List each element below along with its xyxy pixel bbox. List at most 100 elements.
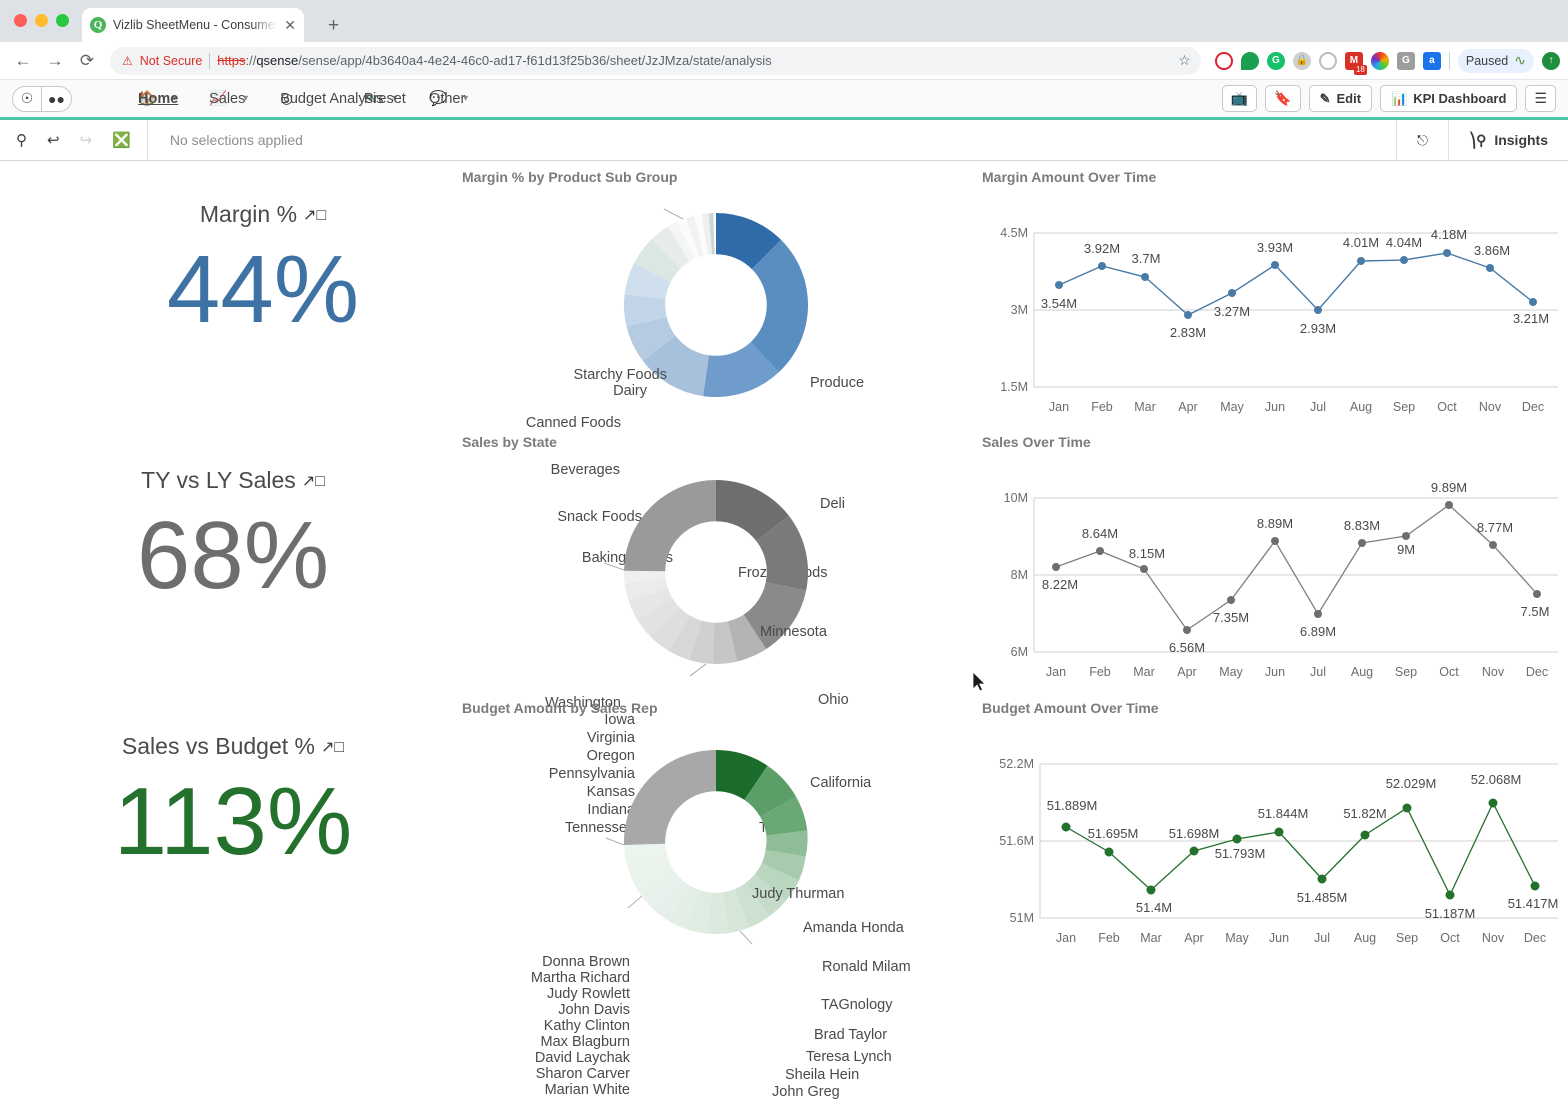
donut-slice-brad-taylor[interactable] xyxy=(761,850,806,881)
lock-icon[interactable]: 🔒 xyxy=(1292,51,1311,70)
menu-item-home[interactable]: 🏠 Home xyxy=(128,90,178,108)
donut-label-washington[interactable]: Washington xyxy=(544,695,621,711)
upload-icon[interactable]: ↑ xyxy=(1542,51,1560,70)
edit-button[interactable]: ✎ Edit xyxy=(1308,85,1373,112)
donut-slice-frozen-foods[interactable] xyxy=(703,342,779,398)
donut-slice-texas[interactable] xyxy=(727,614,767,662)
google-icon[interactable]: G xyxy=(1396,51,1415,70)
donut-label-virginia[interactable]: Virginia xyxy=(586,730,635,746)
selection-search-icon[interactable]: ⚲ xyxy=(16,132,27,149)
donut-slice-california[interactable] xyxy=(743,582,807,650)
line-chart-sales-over-time[interactable]: 10M 8M 6M Jan Feb Mar Apr May Jun Jul Au… xyxy=(982,450,1558,690)
menu-item-other[interactable]: 💬 Other xyxy=(419,90,465,108)
donut-slice-judy-rowlett[interactable] xyxy=(632,862,675,895)
donut-slice-other-6[interactable] xyxy=(708,213,715,255)
chart-margin-amount-over-time[interactable]: Margin Amount Over Time 4.5M 3M 1.5M Jan… xyxy=(982,169,1558,427)
donut-slice-dairy[interactable] xyxy=(633,239,681,283)
back-icon[interactable]: ← xyxy=(14,50,32,70)
donut-label-dairy[interactable]: Dairy xyxy=(613,383,647,399)
donut-slice-martha-richard[interactable] xyxy=(626,853,670,880)
donut-label-marian-white[interactable]: Marian White xyxy=(544,1082,630,1098)
donut-slice-washington[interactable] xyxy=(623,570,666,584)
colorwheel-icon[interactable] xyxy=(1370,51,1389,70)
reload-icon[interactable]: ⟳ xyxy=(79,50,95,70)
step-back-icon[interactable]: ↩ xyxy=(47,132,60,149)
donut-slice-produce[interactable] xyxy=(716,212,782,270)
donut-slice-sharon-carver[interactable] xyxy=(707,892,729,934)
donut-slice-virginia[interactable] xyxy=(628,588,673,620)
donut-slice-david-laychak[interactable] xyxy=(686,890,712,934)
donut-label-judy-rowlett[interactable]: Judy Rowlett xyxy=(546,986,630,1002)
chevron-down-icon[interactable]: ▾ xyxy=(243,93,249,104)
close-window-button[interactable] xyxy=(14,14,27,27)
donut-label-canned-foods[interactable]: Canned Foods xyxy=(525,415,621,431)
apps-icon[interactable]: ●● xyxy=(42,85,72,112)
leaf-icon[interactable] xyxy=(1240,51,1259,70)
forward-icon[interactable]: → xyxy=(46,50,64,70)
donut-slice-teresa-lynch[interactable] xyxy=(754,863,799,901)
donut-label-ohio[interactable]: Ohio xyxy=(818,692,849,708)
abbyy-icon[interactable]: a xyxy=(1422,51,1441,70)
minimize-window-button[interactable] xyxy=(35,14,48,27)
maximize-window-button[interactable] xyxy=(56,14,69,27)
clear-selections-icon[interactable]: ❎ xyxy=(112,132,131,149)
bookmark-icon[interactable]: 🔖 xyxy=(1265,85,1301,112)
donut-label-ronald-milam[interactable]: Ronald Milam xyxy=(822,959,911,975)
donut-slice-other-3[interactable] xyxy=(686,215,704,257)
donut-slice-ohio[interactable] xyxy=(756,515,809,591)
compass-icon[interactable]: ☉ xyxy=(12,85,42,112)
line-chart-budget-amount[interactable]: 52.2M 51.6M 51M Jan Feb Mar Apr May Jun … xyxy=(982,716,1558,956)
donut-slice-indiana[interactable] xyxy=(689,620,715,664)
donut-label-kathy-clinton[interactable]: Kathy Clinton xyxy=(543,1018,630,1034)
present-icon[interactable]: 📺 xyxy=(1221,85,1258,112)
donut-slice-tennessee[interactable] xyxy=(712,621,738,664)
gmail-extension[interactable]: M 18 xyxy=(1344,51,1367,75)
url-text[interactable]: https://qsense/sense/app/4b3640a4-4e24-4… xyxy=(217,53,1171,68)
donut-label-oregon[interactable]: Oregon xyxy=(586,748,635,764)
donut-slice-baking-goods[interactable] xyxy=(642,335,709,397)
chart-sales-by-state[interactable]: Sales by State Minnesota Ohio xyxy=(462,434,972,836)
donut-slice-beverages[interactable] xyxy=(623,294,667,327)
donut-slice-snack-foods[interactable] xyxy=(626,316,676,361)
donut-slice-minnesota[interactable] xyxy=(716,479,789,541)
donut-label-iowa[interactable]: Iowa xyxy=(604,712,635,728)
donut-label-produce[interactable]: Produce xyxy=(810,375,865,391)
donut-label-deli[interactable]: Deli xyxy=(820,496,845,512)
bookmark-star-icon[interactable]: ☆ xyxy=(1178,52,1191,68)
donut-slice-deli[interactable] xyxy=(750,239,809,373)
donut-chart-sales-by-state[interactable] xyxy=(462,450,972,682)
donut-slice-max-blagburn[interactable] xyxy=(668,885,700,930)
opera-icon[interactable] xyxy=(1214,51,1233,70)
donut-slice-canned-foods[interactable] xyxy=(624,263,671,300)
donut-slice-others[interactable] xyxy=(623,750,716,845)
paused-status[interactable]: Paused ∿ xyxy=(1457,48,1534,73)
donut-label-starchy-foods[interactable]: Starchy Foods xyxy=(573,367,668,383)
selection-mode-icon[interactable]: ⎋ xyxy=(1395,120,1448,160)
donut-slice-marian-white[interactable] xyxy=(723,889,750,934)
kpi-dashboard-button[interactable]: 📊 KPI Dashboard xyxy=(1380,85,1518,112)
browser-tab[interactable]: Q Vizlib SheetMenu - Consumer S ✕ xyxy=(82,8,304,42)
donut-chart-budget-sales-rep[interactable] xyxy=(462,716,972,956)
new-tab-button[interactable]: + xyxy=(328,15,340,36)
donut-label-minnesota[interactable]: Minnesota xyxy=(760,624,827,640)
donut-slice-john-davis[interactable] xyxy=(640,871,682,909)
donut-slice-pennsylvania[interactable] xyxy=(650,607,690,651)
donut-slice-tagnology[interactable] xyxy=(765,830,808,857)
donut-label-indiana[interactable]: Indiana xyxy=(587,802,635,818)
menu-item-preset[interactable]: ✎ Preset xyxy=(354,91,406,107)
donut-label-david-laychak[interactable]: David Laychak xyxy=(534,1050,630,1066)
window-traffic-lights[interactable] xyxy=(14,14,69,27)
open-external-icon[interactable]: ↗□ xyxy=(320,738,345,756)
kpi-margin-percent[interactable]: Margin % ↗□ 44% xyxy=(98,201,428,338)
donut-label-john-davis[interactable]: John Davis xyxy=(558,1002,630,1018)
donut-slice-sheila-hein[interactable] xyxy=(745,874,787,917)
grammarly-icon[interactable]: G xyxy=(1266,51,1285,70)
donut-label-martha-richard[interactable]: Martha Richard xyxy=(530,970,630,986)
donut-label-pennsylvania[interactable]: Pennsylvania xyxy=(548,766,635,782)
donut-slice-ronald-milam[interactable] xyxy=(760,796,808,836)
donut-label-california[interactable]: California xyxy=(810,775,872,791)
open-external-icon[interactable]: ↗□ xyxy=(301,472,325,490)
donut-slice-kathy-clinton[interactable] xyxy=(652,878,690,921)
chevron-down-icon[interactable]: ▾ xyxy=(172,93,178,104)
donut-slice-iowa[interactable] xyxy=(624,578,668,601)
